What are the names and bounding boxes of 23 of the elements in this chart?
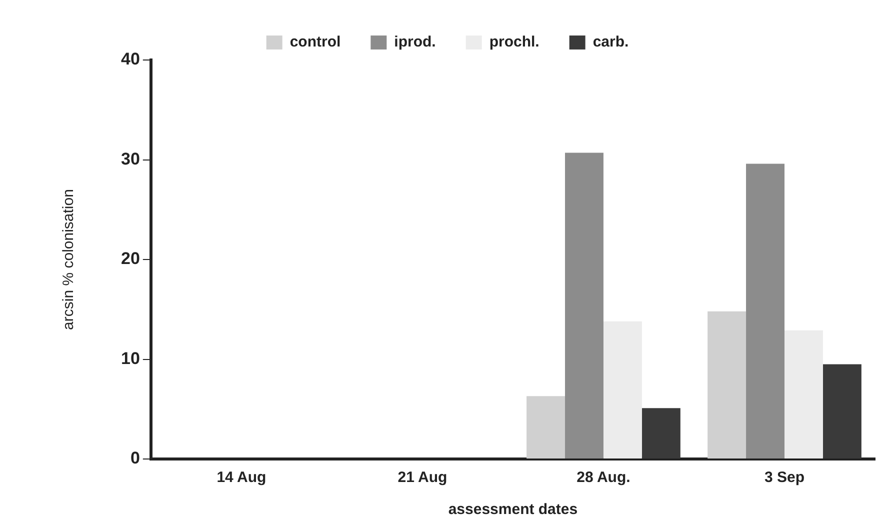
x-tick-label: 28 Aug. bbox=[576, 469, 630, 486]
legend-label: carb. bbox=[592, 34, 629, 51]
x-tick-label: 21 Aug bbox=[398, 469, 448, 486]
bar bbox=[565, 152, 604, 458]
bar bbox=[708, 311, 746, 458]
x-tick-label: 14 Aug bbox=[216, 469, 266, 486]
x-tick-label: 3 Sep bbox=[764, 469, 805, 486]
y-tick-label: 20 bbox=[120, 249, 140, 268]
legend-label: iprod. bbox=[394, 34, 436, 51]
y-tick-label: 30 bbox=[120, 149, 140, 168]
bar bbox=[822, 364, 862, 458]
y-tick-label: 10 bbox=[120, 348, 140, 368]
y-axis-title: arcsin % colonisation bbox=[60, 189, 78, 330]
bar bbox=[603, 321, 642, 458]
legend-label: prochl. bbox=[489, 34, 540, 51]
legend-label: control bbox=[290, 34, 341, 51]
y-tick-label: 40 bbox=[120, 50, 140, 69]
bar bbox=[784, 330, 823, 458]
bar bbox=[526, 396, 565, 458]
y-tick-label: 0 bbox=[130, 448, 140, 468]
bar bbox=[642, 408, 680, 458]
bar bbox=[746, 164, 784, 458]
x-axis-title: assessment dates bbox=[448, 501, 578, 518]
